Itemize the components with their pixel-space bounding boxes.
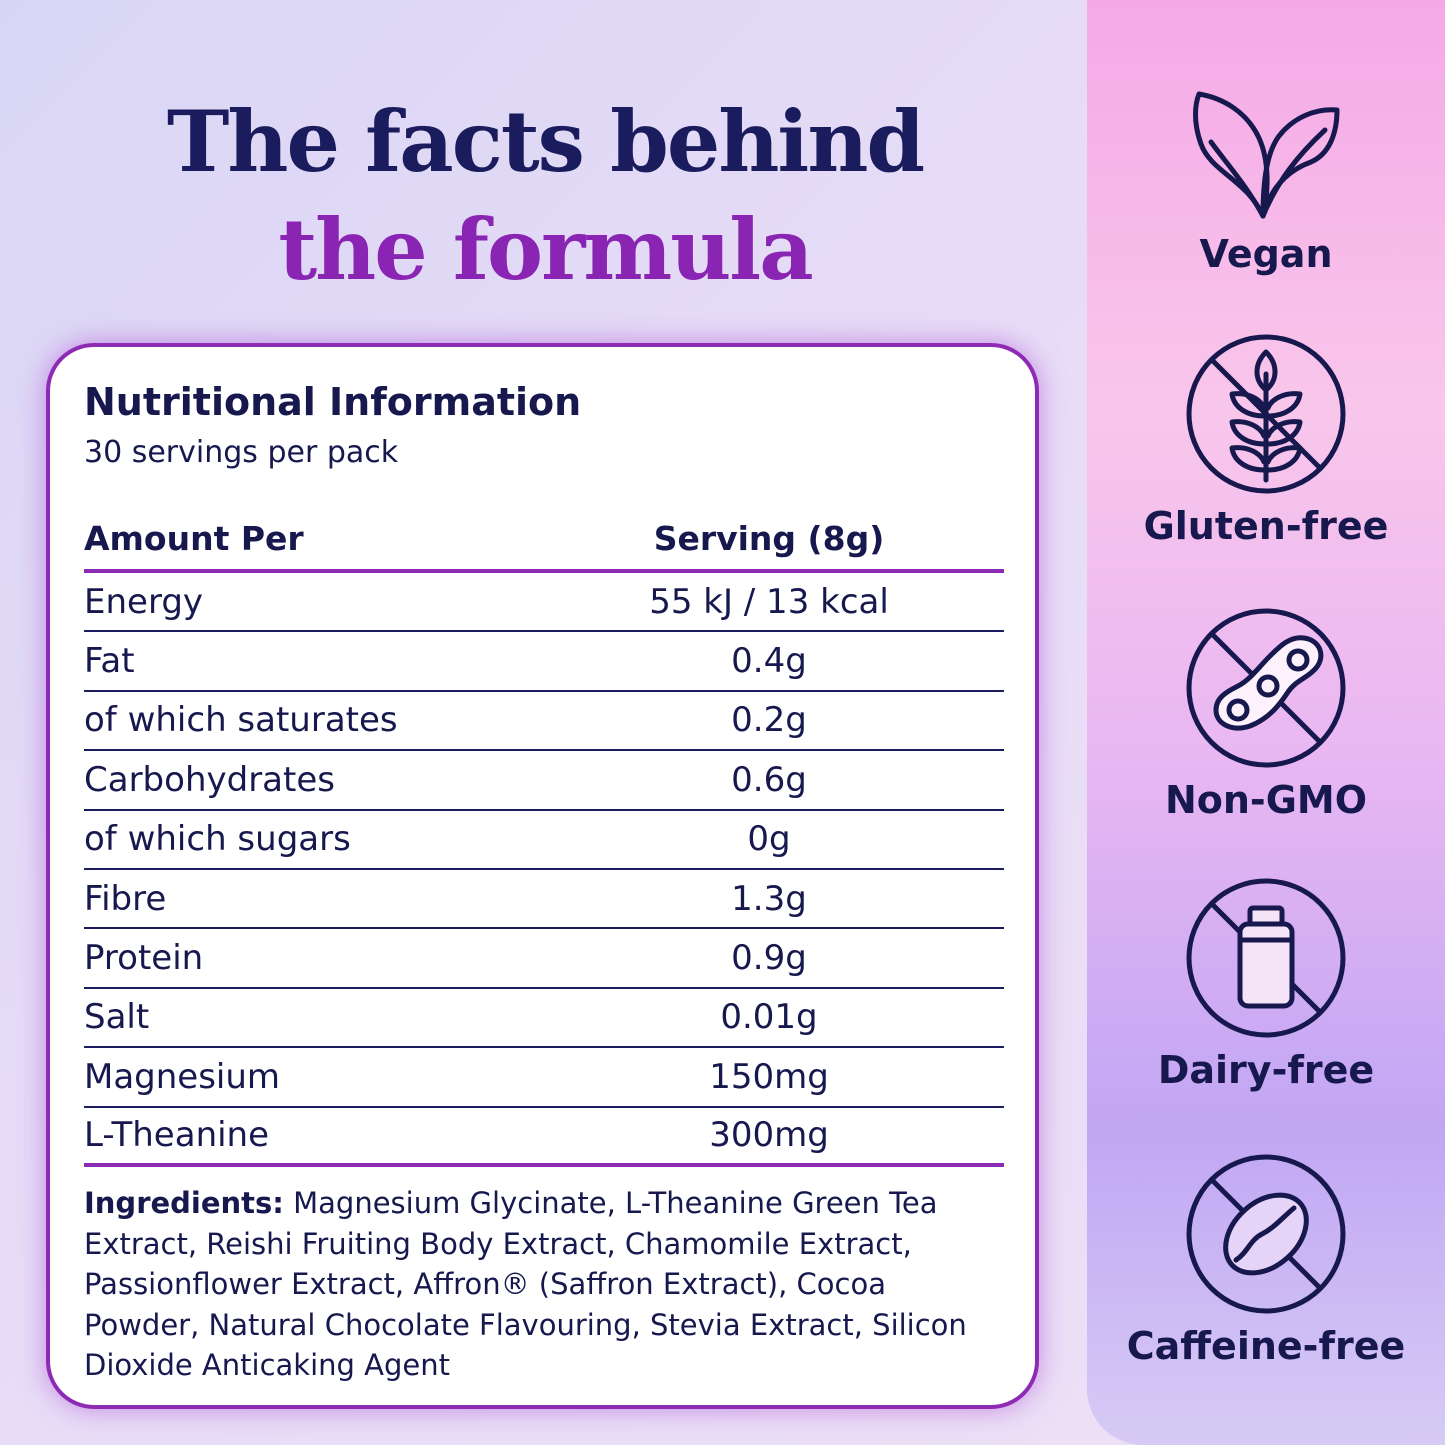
header-serving: Serving (8g) [653,518,885,558]
badge-label: Caffeine-free [1126,1324,1406,1368]
row-name: L-Theanine [84,1115,270,1156]
row-value: 0.6g [731,759,807,800]
row-value: 0.9g [731,938,807,979]
badge-dairy-free: Dairy-free [1087,876,1445,1092]
table-row: Carbohydrates 0.6g [84,751,1004,811]
ingredients-text: Ingredients: Magnesium Glycinate, L-Thea… [84,1183,1009,1386]
row-value: 55 kJ / 13 kcal [649,581,889,622]
row-name: Magnesium [84,1056,281,1097]
badge-gluten-free: Gluten-free [1087,332,1445,548]
badge-label: Vegan [1199,232,1333,276]
table-row: Salt 0.01g [84,989,1004,1049]
row-name: Salt [84,997,150,1038]
row-value: 0g [747,819,791,860]
table-row: Protein 0.9g [84,929,1004,989]
table-row: Energy 55 kJ / 13 kcal [84,573,1004,633]
headline: The facts behind the formula [60,88,1030,304]
badge-label: Gluten-free [1143,504,1389,548]
coffee-bean-crossed-icon [1186,1154,1346,1314]
ingredients-label: Ingredients: [84,1186,284,1220]
badge-non-gmo: Non-GMO [1087,606,1445,822]
row-name: Energy [84,581,204,622]
row-value: 300mg [709,1115,829,1156]
nutrition-title: Nutritional Information [84,380,582,424]
table-row: L-Theanine 300mg [84,1108,1004,1167]
table-row: Fat 0.4g [84,632,1004,692]
headline-line-2: the formula [278,200,813,299]
servings-subtitle: 30 servings per pack [84,435,399,470]
badge-vegan: Vegan [1087,88,1445,276]
nutrition-table: Amount Per Serving (8g) Energy 55 kJ / 1… [84,507,1004,1167]
row-name: of which saturates [84,700,398,741]
badge-label: Non-GMO [1164,778,1368,822]
wheat-crossed-icon [1186,334,1346,494]
row-name: of which sugars [84,819,351,860]
soybean-crossed-icon [1186,608,1346,768]
leaf-icon [1193,91,1340,219]
row-value: 1.3g [731,878,807,919]
row-value: 0.4g [731,641,807,682]
headline-line-1: The facts behind [166,92,925,191]
table-row: of which saturates 0.2g [84,692,1004,752]
row-name: Protein [84,938,204,979]
table-row: of which sugars 0g [84,811,1004,870]
row-value: 0.2g [731,700,807,741]
nutrition-card: Nutritional Information 30 servings per … [46,343,1039,1409]
table-row: Magnesium 150mg [84,1048,1004,1108]
badge-caffeine-free: Caffeine-free [1087,1152,1445,1368]
row-name: Fat [84,641,135,682]
header-amount-per: Amount Per [84,518,304,558]
row-value: 0.01g [720,997,818,1038]
badge-label: Dairy-free [1157,1048,1375,1092]
row-name: Carbohydrates [84,759,335,800]
table-header: Amount Per Serving (8g) [84,507,1004,573]
row-value: 150mg [709,1056,829,1097]
badge-panel: Vegan Gluten-free Non-GMO [1087,0,1445,1445]
table-row: Fibre 1.3g [84,870,1004,930]
ingredients-list: Magnesium Glycinate, L-Theanine Green Te… [84,1186,967,1382]
milk-bottle-crossed-icon [1186,878,1346,1038]
row-name: Fibre [84,878,167,919]
